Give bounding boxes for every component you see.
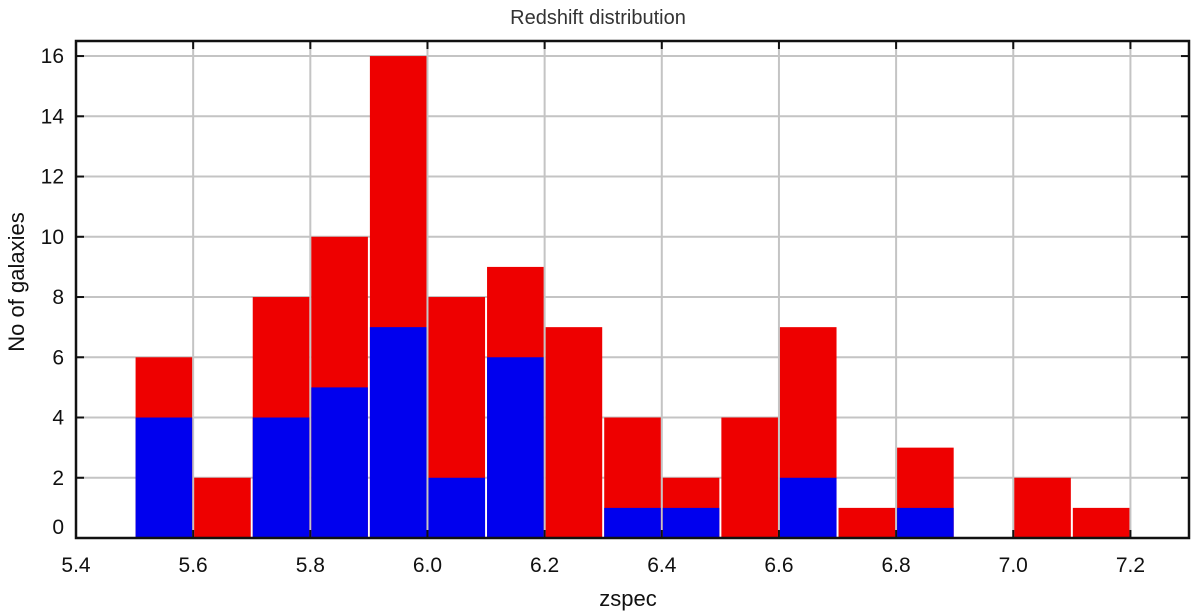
x-tick-label: 7.0 [999,554,1028,577]
y-tick-label: 10 [41,226,64,249]
bar-subset [662,507,720,538]
bar-total [721,417,778,538]
x-tick-label: 6.2 [530,554,559,577]
y-tick-label: 8 [52,286,64,309]
bar-total [1072,507,1130,538]
ticks-layer: 5.4 5.6 5.8 6.0 6.2 6.4 6.6 6.8 7.0 7.2 0 2 4 6 8 10 12 1… [41,41,1189,577]
x-tick-label: 5.4 [61,554,91,577]
bar-total [1014,477,1071,538]
y-tick-label: 6 [52,346,64,369]
x-tick-label: 6.6 [764,554,793,577]
x-tick-label: 6.0 [413,554,442,577]
x-tick-label: 5.8 [296,554,325,577]
x-tick-label: 6.4 [647,554,677,577]
bar-subset [311,387,368,538]
bar-total [838,507,896,538]
bar-subset [604,507,661,538]
y-axis-label: No of galaxies [4,212,29,351]
y-tick-label: 14 [41,105,65,128]
bar-subset [135,417,193,538]
x-tick-label: 5.6 [179,554,208,577]
bar-subset [779,477,837,538]
bar-total [545,327,603,538]
bar-subset [897,507,954,538]
y-tick-label: 16 [41,45,64,68]
y-tick-label: 4 [52,407,64,430]
x-axis-label: zspec [599,586,656,611]
bar-subset [252,417,310,538]
plot-frame [74,39,1191,540]
y-tick-label: 0 [52,516,64,539]
x-tick-label: 7.2 [1116,554,1145,577]
y-tick-label: 2 [52,467,64,490]
bar-subset [487,357,544,538]
chart-title: Redshift distribution [510,7,686,29]
y-tick-label: 12 [41,166,64,189]
bar-total [194,477,251,538]
bar-subset [428,477,486,538]
bar-subset [369,327,427,538]
bars-layer [135,56,1130,538]
x-tick-label: 6.8 [882,554,911,577]
